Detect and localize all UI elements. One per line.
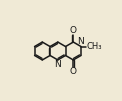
Text: O: O [70,67,77,76]
Text: O: O [70,26,77,35]
Text: N: N [77,37,84,46]
Text: CH₃: CH₃ [86,42,102,51]
Text: N: N [54,60,61,69]
